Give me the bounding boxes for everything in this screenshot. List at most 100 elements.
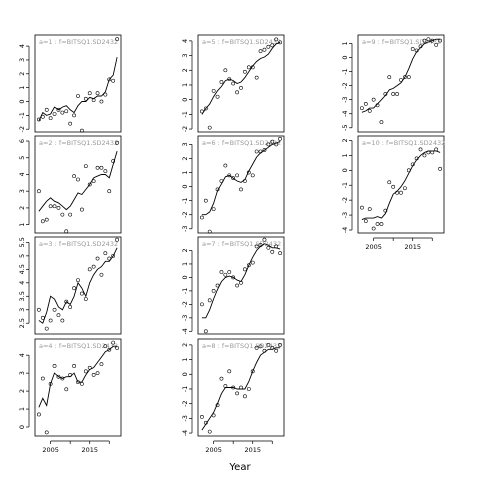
data-point — [87, 182, 92, 187]
data-point — [76, 380, 80, 385]
data-point — [83, 369, 88, 374]
y-tick-label: -1 — [341, 182, 349, 188]
panel-frame — [34, 135, 122, 234]
data-point — [207, 429, 212, 434]
data-point — [360, 205, 364, 210]
y-tick-label: 1 — [181, 262, 189, 266]
data-point — [99, 99, 104, 104]
data-point — [258, 149, 263, 154]
data-point — [231, 176, 236, 181]
data-point — [391, 184, 396, 189]
data-point — [270, 43, 275, 48]
panel: 2.5 3 3.5 4 4.5 5 5.5 a=3 : f=BITSQ1.SD2432 — [18, 236, 122, 335]
y-tick-label: -3 — [341, 212, 349, 218]
y-tick-label: 1 — [18, 407, 26, 411]
y-tick-label: -4 — [341, 110, 349, 116]
y-tick-label: 4 — [18, 353, 26, 357]
y-tick-label: -2 — [341, 197, 349, 203]
y-tick-label: 1 — [181, 170, 189, 174]
data-point — [231, 275, 236, 280]
data-point — [406, 168, 411, 173]
y-tick-label: -3 — [181, 315, 189, 321]
data-point — [239, 187, 243, 192]
data-point — [207, 229, 212, 234]
data-point — [371, 97, 376, 102]
y-tick-label: 2 — [181, 156, 189, 160]
y-tick-label: -4 — [181, 430, 189, 436]
data-point — [266, 44, 271, 49]
panel-frame — [34, 338, 122, 437]
data-point — [235, 391, 239, 396]
data-point — [64, 299, 69, 304]
y-tick-label: -1 — [181, 197, 189, 203]
panel-frame — [197, 236, 285, 335]
data-point — [270, 345, 275, 350]
data-point — [99, 272, 104, 277]
data-point — [95, 256, 100, 261]
data-point — [403, 75, 407, 80]
data-point — [266, 245, 271, 250]
x-tick-label: 2005 — [42, 446, 59, 454]
data-point — [99, 362, 104, 367]
y-tick-label: 4 — [181, 39, 189, 43]
data-point — [95, 371, 100, 376]
data-point — [68, 212, 73, 217]
data-point — [375, 103, 380, 108]
data-point — [111, 340, 116, 345]
data-point — [371, 226, 376, 231]
y-tick-label: 4 — [18, 44, 26, 48]
data-point — [254, 345, 259, 350]
data-point — [68, 373, 73, 377]
data-point — [52, 364, 57, 368]
data-point — [72, 174, 76, 179]
data-point — [406, 75, 411, 80]
data-point — [115, 346, 119, 350]
y-tick-label: 5 — [18, 254, 26, 258]
data-point — [246, 170, 251, 175]
x-tick-label: 2005 — [365, 243, 382, 251]
data-point — [383, 208, 388, 213]
data-point — [200, 414, 204, 419]
data-point — [103, 344, 108, 349]
data-point — [37, 412, 41, 417]
data-point — [278, 40, 282, 45]
data-point — [430, 38, 435, 43]
data-point — [95, 91, 100, 96]
panel-frame — [34, 34, 122, 133]
data-point — [52, 204, 57, 209]
y-tick-label: 1 — [18, 223, 26, 227]
y-tick-label: 3 — [18, 371, 26, 375]
data-point — [360, 106, 364, 111]
fit-line — [361, 150, 441, 221]
data-point — [87, 91, 92, 96]
panel-frame — [357, 34, 445, 133]
data-point — [203, 420, 208, 425]
y-tick-label: -4 — [341, 227, 349, 233]
data-point — [87, 365, 92, 370]
data-point — [203, 198, 208, 203]
data-point — [395, 190, 399, 195]
panel-label: a=9 : f=BITSQ1.SD2432 — [362, 38, 441, 46]
data-point — [243, 69, 247, 74]
data-point — [207, 298, 212, 303]
data-point — [215, 187, 220, 192]
data-point — [422, 38, 427, 43]
y-tick-label: -2 — [341, 82, 349, 88]
data-point — [203, 329, 208, 334]
data-point — [60, 376, 65, 381]
data-point — [262, 348, 267, 353]
data-point — [211, 413, 216, 418]
data-point — [227, 369, 232, 374]
data-point — [434, 147, 439, 152]
data-point — [223, 272, 228, 277]
y-tick-label: 4.5 — [18, 264, 26, 274]
data-point — [56, 313, 61, 318]
panel: -2 -1 0 1 2 3 4 a=1 : f=BITSQ1.SD2432 — [18, 34, 122, 133]
data-point — [211, 207, 216, 212]
data-point — [40, 376, 45, 381]
panel-label: a=3 : f=BITSQ1.SD2432 — [39, 240, 118, 248]
data-point — [52, 307, 57, 312]
data-point — [215, 94, 220, 99]
data-point — [395, 92, 399, 96]
